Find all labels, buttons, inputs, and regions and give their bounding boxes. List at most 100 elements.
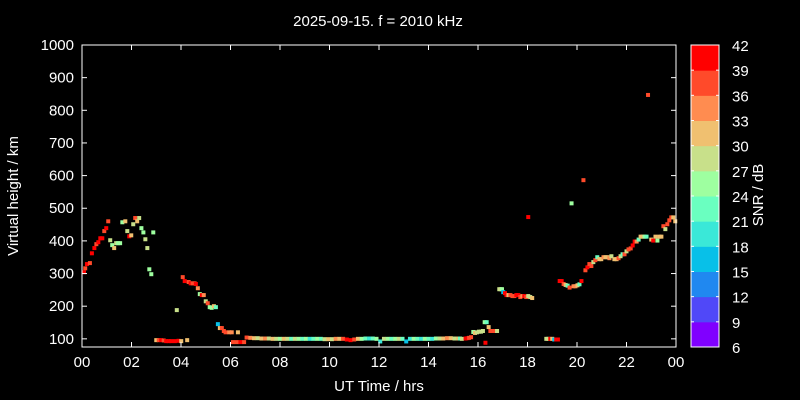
data-point [630,243,635,248]
data-point [419,336,424,341]
data-point [120,220,125,225]
colorbar-band [691,221,719,247]
data-point [213,305,218,310]
data-point [159,338,164,343]
y-tick-label: 300 [49,266,74,283]
data-point [270,336,275,341]
data-point [555,337,560,342]
colorbar-tick-label: 12 [732,290,749,307]
data-point [628,246,633,251]
data-point [87,261,92,266]
data-point [480,329,485,334]
data-point [108,238,113,243]
data-point [426,336,431,341]
data-point [378,339,383,344]
data-point [367,336,372,341]
colorbar-band [691,95,719,121]
colorbar-band [691,271,719,298]
data-point [81,270,86,275]
x-tick-label: 22 [618,354,635,371]
data-point [318,336,323,341]
colorbar-tick-label: 15 [732,265,749,282]
data-point [500,287,505,292]
y-tick-label: 800 [49,102,74,119]
data-point [577,282,582,287]
data-point [185,338,190,343]
data-point [671,215,676,220]
data-point [422,336,427,341]
data-point [151,230,156,235]
data-point [329,337,334,342]
colorbar-tick-label: 42 [732,38,749,55]
data-point [104,226,109,231]
data-point [110,243,115,248]
data-point [83,266,88,271]
data-point [612,257,617,262]
colorbar-tick-label: 6 [732,340,740,357]
data-point [229,330,234,335]
x-tick-label: 16 [470,354,487,371]
data-point [219,326,224,331]
data-point [352,337,357,342]
data-point [201,293,206,298]
data-point [307,336,312,341]
colorbar: 6 9 12 15 18 21 24 27 30 33 36 39 42 [690,38,749,357]
data-point [84,262,89,267]
data-point [289,336,294,341]
data-point [495,329,500,334]
axes: 00 02 04 06 08 10 12 14 16 18 20 22 0010020030040050… [41,37,685,371]
data-point [326,337,331,342]
colorbar-band [691,45,719,71]
data-point [244,335,249,340]
data-point [673,219,678,224]
data-point [593,258,598,263]
data-point [581,178,586,183]
data-point [255,336,260,341]
plot-frame [81,44,677,348]
x-tick-label: 18 [519,354,536,371]
data-point [118,241,123,246]
data-point [300,336,305,341]
data-point [164,339,169,344]
data-point [381,336,386,341]
colorbar-band [691,296,719,323]
data-point [486,325,491,330]
data-point [400,336,405,341]
data-point [585,265,590,270]
data-point [147,267,152,272]
x-tick-label: 10 [321,354,338,371]
data-point [589,264,594,269]
colorbar-tick-label: 39 [732,63,749,80]
data-point [156,338,161,343]
data-point [646,92,651,97]
x-tick-label: 12 [371,354,388,371]
x-tick-label: 00 [74,354,91,371]
x-tick-label: 20 [569,354,586,371]
data-point [333,336,338,341]
x-tick-label: 04 [173,354,190,371]
data-point [385,336,390,341]
data-point [609,254,614,259]
data-point [263,336,268,341]
x-tick-label: 02 [123,354,140,371]
data-point [415,336,420,341]
data-point [248,335,253,340]
data-point [180,275,185,280]
data-point [285,336,290,341]
data-point [172,339,177,344]
y-tick-label: 100 [49,331,74,348]
colorbar-band [691,120,719,147]
data-point [530,296,535,301]
data-point [430,336,435,341]
data-point [526,215,531,220]
data-point [242,340,247,345]
data-point [135,219,140,224]
y-tick-label: 700 [49,135,74,152]
data-point [396,336,401,341]
data-point [636,237,641,242]
data-point [445,336,450,341]
data-point [348,338,353,343]
data-point [92,246,97,251]
data-point [583,268,588,273]
